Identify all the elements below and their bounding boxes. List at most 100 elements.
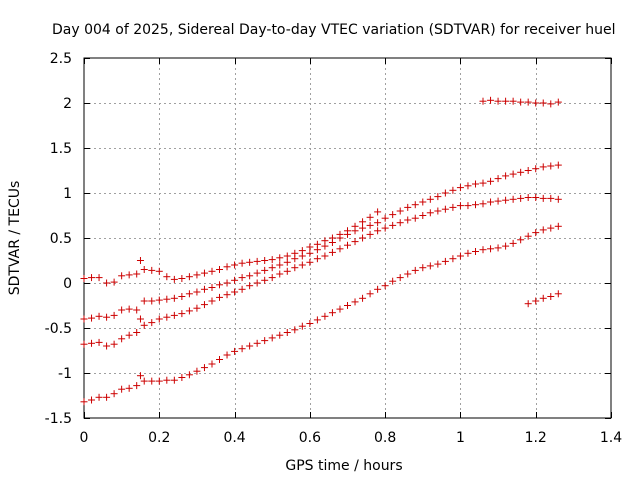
data-point — [306, 258, 314, 266]
data-point — [140, 297, 148, 305]
data-point — [291, 264, 299, 272]
data-point — [261, 337, 269, 345]
data-point — [532, 194, 540, 201]
data-point — [547, 293, 555, 300]
x-tick-label: 0.2 — [148, 430, 170, 446]
data-point — [328, 309, 336, 317]
data-point — [148, 297, 156, 305]
data-point — [148, 377, 156, 385]
data-point — [336, 245, 344, 253]
data-point — [291, 326, 299, 334]
y-tick-label: -1.5 — [45, 411, 72, 427]
data-point — [487, 96, 495, 104]
data-point — [539, 226, 547, 234]
data-point — [502, 97, 510, 105]
data-point — [524, 300, 532, 308]
data-point — [344, 241, 351, 249]
data-point — [487, 198, 495, 206]
data-point — [359, 224, 367, 232]
data-point — [178, 293, 186, 300]
data-point — [532, 297, 540, 305]
data-points — [80, 96, 562, 406]
data-point — [216, 293, 224, 301]
series-track-1 — [80, 208, 382, 287]
data-point — [411, 201, 419, 209]
data-point — [163, 376, 171, 384]
data-point — [344, 302, 351, 309]
data-point — [231, 276, 239, 284]
data-point — [193, 367, 201, 375]
data-point — [276, 254, 284, 262]
data-point — [321, 312, 329, 320]
x-tick-label: 0.4 — [223, 430, 245, 446]
data-point — [539, 163, 547, 171]
data-point — [103, 279, 111, 287]
data-point — [532, 165, 540, 173]
data-point — [517, 168, 525, 176]
data-point — [193, 271, 201, 279]
series-track-6 — [524, 290, 562, 308]
data-point — [283, 258, 291, 266]
data-point — [283, 329, 291, 336]
data-point — [509, 195, 517, 203]
data-point — [95, 338, 103, 346]
data-point — [321, 252, 329, 260]
grid — [84, 58, 611, 418]
data-point — [502, 242, 510, 250]
data-point — [200, 364, 208, 372]
y-tick-label: 0.5 — [50, 231, 72, 247]
data-point — [208, 284, 216, 291]
data-point — [80, 398, 88, 406]
data-point — [479, 200, 487, 208]
x-axis: 0 0.2 0.4 0.6 0.8 1 1.2 1.4 — [80, 58, 622, 446]
x-tick-label: 0.8 — [374, 430, 396, 446]
data-point — [80, 275, 88, 282]
data-point — [140, 321, 148, 329]
data-point — [133, 382, 141, 390]
data-point — [464, 182, 472, 190]
data-point — [110, 278, 118, 286]
data-point — [434, 207, 442, 215]
data-point — [261, 276, 269, 284]
data-point — [426, 195, 434, 203]
y-tick-label: -1 — [58, 366, 72, 382]
data-point — [306, 249, 314, 257]
data-point — [449, 186, 457, 194]
series-track-2 — [80, 161, 562, 323]
data-point — [547, 162, 555, 170]
data-point — [426, 262, 434, 270]
data-point — [80, 315, 88, 323]
data-point — [479, 246, 487, 254]
data-point — [554, 195, 562, 203]
data-point — [133, 329, 141, 336]
data-point — [321, 242, 329, 250]
data-point — [118, 306, 126, 314]
data-point — [125, 384, 133, 392]
data-point — [351, 238, 359, 246]
data-point — [276, 331, 284, 339]
data-point — [253, 257, 261, 265]
data-point — [200, 269, 208, 277]
data-point — [359, 218, 367, 226]
data-point — [136, 372, 144, 380]
data-point — [366, 230, 374, 238]
data-point — [238, 285, 246, 293]
x-tick-label: 0.6 — [299, 430, 321, 446]
y-axis: -1.5 -1 -0.5 0 0.5 1 1.5 2 2.5 — [45, 51, 611, 427]
data-point — [494, 175, 502, 183]
data-point — [479, 97, 487, 105]
data-point — [253, 279, 261, 287]
data-point — [524, 167, 532, 174]
x-tick-label: 1.2 — [525, 430, 547, 446]
series-track-5 — [479, 96, 562, 108]
data-point — [554, 222, 562, 230]
data-point — [170, 376, 178, 384]
data-point — [366, 213, 374, 221]
data-point — [366, 290, 374, 298]
data-point — [471, 201, 479, 209]
data-point — [238, 259, 246, 267]
data-point — [411, 214, 419, 222]
data-point — [223, 291, 231, 299]
y-axis-label: SDTVAR / TECUs — [7, 181, 23, 296]
data-point — [80, 340, 88, 348]
